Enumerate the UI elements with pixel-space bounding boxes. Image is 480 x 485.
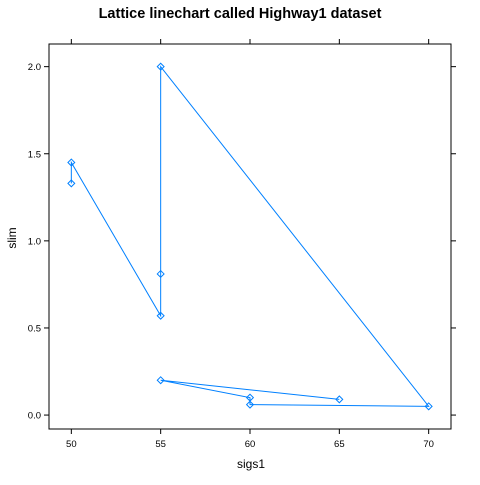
data-point-8: [156, 376, 165, 385]
y-tick-label: 1.5: [28, 149, 41, 160]
x-axis-label: sigs1: [237, 457, 265, 471]
data-point-7: [245, 393, 255, 402]
y-axis-ticks: 0.0 0.5 1.0 1.5 2.0: [28, 62, 456, 422]
x-axis-ticks: 50 55 60 65 70: [66, 39, 434, 450]
x-tick-label: 70: [423, 439, 434, 450]
data-point-4: [156, 62, 165, 71]
data-point-6: [245, 400, 255, 409]
y-tick-label: 2.0: [28, 62, 41, 73]
data-point-0: [67, 179, 76, 188]
data-point-9: [335, 395, 344, 404]
data-point-5: [424, 402, 433, 411]
plot-frame: [48, 43, 452, 430]
y-tick-label: 0.5: [28, 323, 41, 334]
data-point-2: [156, 311, 165, 320]
series-line-0: [70, 65, 430, 407]
x-tick-label: 50: [66, 439, 77, 450]
x-tick-label: 55: [155, 439, 166, 450]
data-point-3: [156, 269, 165, 279]
x-tick-label: 65: [334, 439, 345, 450]
chart-title: Lattice linechart called Highway1 datase…: [99, 6, 382, 22]
y-tick-label: 0.0: [28, 411, 41, 422]
y-tick-label: 1.0: [28, 236, 41, 247]
series-layer: [67, 62, 433, 411]
y-axis-label: slim: [5, 227, 19, 248]
x-tick-label: 60: [245, 439, 256, 450]
data-point-1: [67, 158, 76, 167]
